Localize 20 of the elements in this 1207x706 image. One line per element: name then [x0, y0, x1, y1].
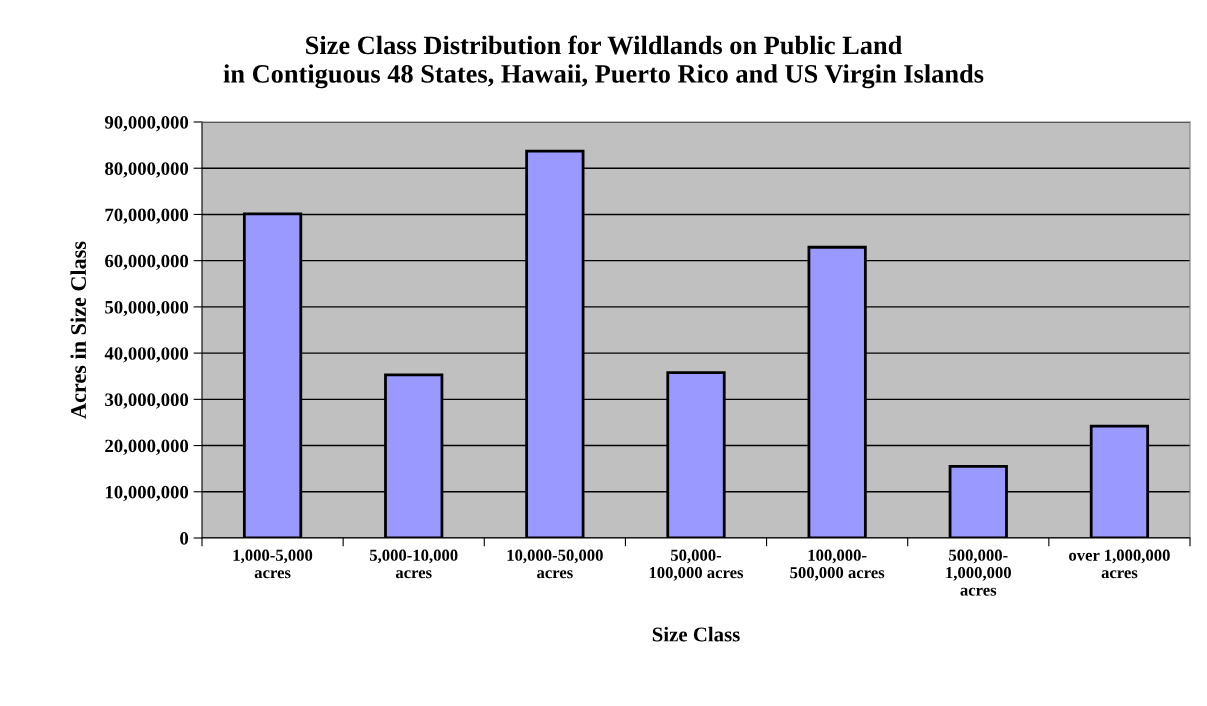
y-tick-label: 50,000,000 [105, 300, 189, 317]
y-tick-label: 10,000,000 [105, 485, 189, 502]
x-axis-title: Size Class [652, 626, 740, 642]
x-tick-label: 5,000-10,000 acres [369, 549, 458, 579]
x-tick-label: 1,000-5,000 acres [233, 549, 313, 579]
y-tick-label: 80,000,000 [105, 162, 189, 178]
chart-title: Size Class Distribution for Wildlands on Public Land in Contiguous 48 States, Hawaii, Puerto Rico and US Virgin Islands [223, 35, 984, 89]
x-tick-label: 50,000- 100,000 acres [649, 549, 744, 581]
y-axis-title: Acres in Size Class [70, 241, 87, 419]
x-tick-label: 500,000- 1,000,000 acres [946, 549, 1011, 596]
y-tick-label: 40,000,000 [104, 347, 189, 363]
y-tick-label: 70,000,000 [105, 208, 189, 224]
x-tick-label: over 1,000,000 acres [1069, 549, 1170, 579]
y-tick-label: 60,000,000 [105, 254, 189, 271]
y-tick-label: 30,000,000 [105, 393, 189, 409]
x-tick-label: 10,000-50,000 acres [507, 549, 603, 579]
y-tick-label: 90,000,000 [104, 116, 189, 132]
y-tick-label: 20,000,000 [105, 439, 189, 455]
x-tick-label: 100,000- 500,000 acres [790, 549, 885, 581]
y-tick-label: 0 [180, 532, 189, 545]
